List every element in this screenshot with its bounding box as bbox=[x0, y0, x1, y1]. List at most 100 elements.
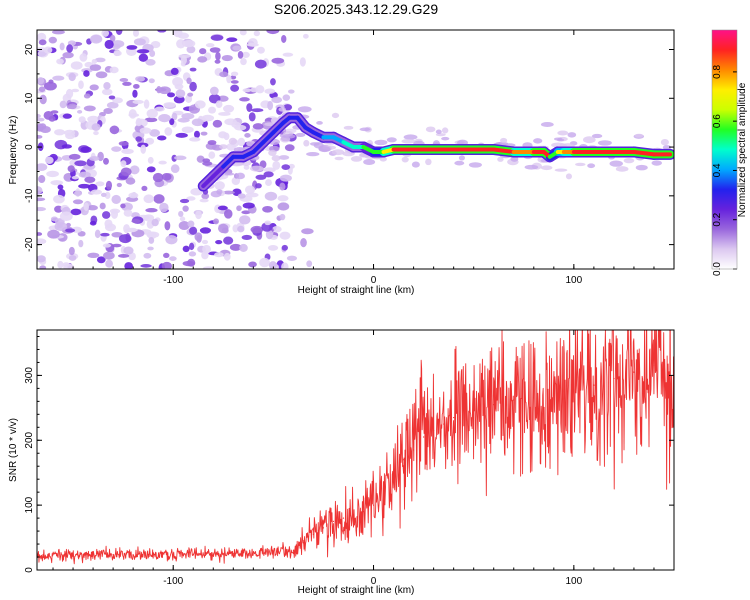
noise-blob bbox=[208, 151, 216, 159]
noise-blob bbox=[230, 80, 239, 84]
noise-blob bbox=[136, 49, 150, 54]
noise-blob bbox=[57, 184, 64, 190]
noise-blob bbox=[83, 202, 89, 211]
noise-blob bbox=[93, 131, 99, 136]
snr-point bbox=[513, 399, 515, 401]
noise-blob bbox=[201, 239, 209, 245]
noise-blob bbox=[79, 53, 88, 62]
noise-blob bbox=[139, 127, 152, 134]
noise-blob bbox=[59, 211, 73, 222]
noise-blob bbox=[52, 75, 65, 81]
noise-blob bbox=[231, 176, 241, 186]
noise-blob bbox=[115, 30, 123, 35]
noise-blob bbox=[209, 86, 219, 96]
noise-blob bbox=[188, 242, 195, 251]
noise-blob bbox=[111, 243, 122, 248]
noise-blob bbox=[158, 113, 171, 123]
noise-blob bbox=[104, 223, 117, 232]
noise-blob bbox=[187, 258, 196, 267]
halo-blob bbox=[554, 168, 568, 172]
snr-point bbox=[332, 520, 335, 522]
noise-blob bbox=[282, 52, 294, 57]
halo-blob bbox=[623, 158, 635, 164]
snr-point bbox=[292, 549, 295, 552]
noise-blob bbox=[229, 243, 242, 251]
noise-blob bbox=[95, 71, 108, 79]
noise-blob bbox=[88, 156, 100, 162]
noise-blob bbox=[286, 255, 298, 261]
noise-blob bbox=[163, 252, 170, 259]
noise-blob bbox=[234, 124, 247, 131]
noise-blob bbox=[271, 96, 283, 104]
noise-blob bbox=[87, 252, 100, 258]
halo-blob bbox=[358, 152, 367, 158]
noise-blob bbox=[44, 156, 54, 165]
snr-point bbox=[613, 378, 615, 380]
noise-blob bbox=[232, 45, 242, 51]
noise-blob bbox=[90, 34, 103, 44]
spectrogram-x-tick-label: 0 bbox=[371, 275, 377, 286]
ridge-segment bbox=[251, 140, 266, 154]
noise-blob bbox=[147, 246, 154, 251]
noise-blob bbox=[278, 155, 290, 160]
snr-point bbox=[342, 517, 345, 519]
noise-blob bbox=[138, 53, 149, 62]
noise-blob bbox=[179, 198, 190, 204]
noise-blob bbox=[53, 194, 65, 204]
halo-blob bbox=[350, 156, 363, 162]
noise-blob bbox=[201, 192, 210, 200]
noise-blob bbox=[68, 153, 81, 160]
noise-blob bbox=[230, 75, 237, 80]
noise-blob bbox=[83, 70, 90, 77]
noise-blob bbox=[267, 100, 274, 111]
halo-blob bbox=[235, 172, 245, 180]
noise-blob bbox=[52, 30, 65, 35]
noise-blob bbox=[215, 51, 221, 61]
noise-blob bbox=[245, 192, 259, 198]
noise-blob bbox=[91, 59, 98, 65]
noise-blob bbox=[111, 146, 122, 152]
noise-blob bbox=[132, 30, 140, 37]
halo-blob bbox=[331, 112, 340, 119]
halo-blob bbox=[228, 137, 238, 145]
noise-blob bbox=[189, 81, 197, 92]
halo-blob bbox=[374, 139, 388, 146]
halo-blob bbox=[540, 165, 553, 171]
noise-blob bbox=[103, 251, 115, 260]
noise-blob bbox=[89, 220, 97, 226]
noise-blob bbox=[186, 77, 192, 85]
halo-blob bbox=[425, 158, 432, 166]
snr-point bbox=[192, 553, 194, 556]
noise-blob bbox=[37, 134, 43, 139]
noise-blob bbox=[201, 114, 215, 122]
noise-blob bbox=[50, 110, 59, 114]
halo-blob bbox=[401, 156, 409, 163]
colorbar-tick-label: 0.6 bbox=[712, 114, 723, 128]
noise-blob bbox=[159, 202, 169, 213]
noise-blob bbox=[37, 207, 47, 212]
colorbar: 0.00.20.40.60.8 Normalized spectral ampl… bbox=[711, 29, 748, 276]
noise-blob bbox=[89, 64, 102, 71]
noise-blob bbox=[250, 225, 264, 234]
halo-blob bbox=[575, 162, 586, 167]
noise-blob bbox=[226, 37, 238, 42]
halo-blob bbox=[524, 164, 539, 170]
noise-blob bbox=[133, 83, 140, 89]
noise-blob bbox=[120, 203, 126, 209]
noise-blob bbox=[279, 213, 286, 221]
noise-blob bbox=[270, 78, 276, 86]
noise-blob bbox=[54, 129, 65, 136]
noise-blob bbox=[244, 133, 251, 138]
noise-blob bbox=[208, 106, 216, 114]
halo-blob bbox=[219, 144, 228, 150]
noise-blob bbox=[78, 116, 86, 123]
ridge-segment bbox=[631, 149, 656, 157]
noise-blob bbox=[65, 228, 76, 233]
noise-blob bbox=[120, 160, 127, 168]
noise-blob bbox=[68, 255, 77, 261]
noise-blob bbox=[237, 51, 244, 59]
ridge-segment bbox=[211, 164, 226, 179]
noise-blob bbox=[132, 99, 144, 105]
spectrogram-x-axis-label: Height of straight line (km) bbox=[298, 285, 415, 296]
snr-point bbox=[302, 540, 305, 542]
